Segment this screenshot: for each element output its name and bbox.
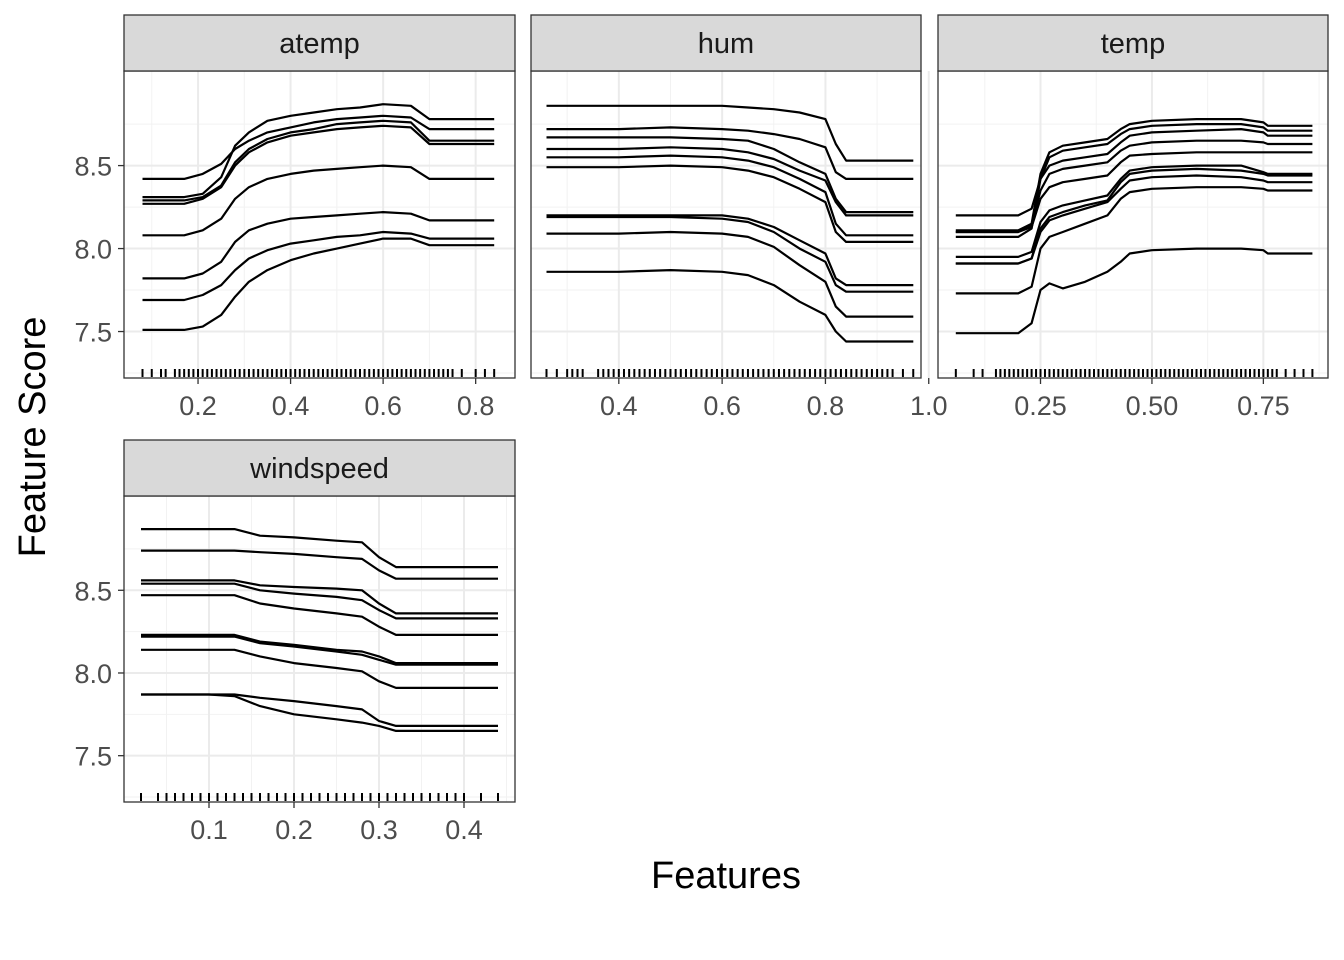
y-tick-label: 8.0 [74, 235, 112, 265]
ice-line-atemp-7 [142, 230, 495, 302]
x-tick-label: 0.50 [1126, 391, 1179, 421]
facet-strip [123, 439, 516, 497]
ice-line-windspeed-2 [141, 549, 498, 580]
facet-strip-label: temp [1101, 28, 1165, 60]
ice-line-temp-3 [955, 128, 1313, 217]
ice-line-windspeed-3 [141, 579, 498, 615]
facet-strip [937, 14, 1329, 72]
x-tick-label: 0.2 [275, 815, 313, 845]
facet-strip-label: atemp [279, 28, 360, 60]
facet-strip [530, 14, 922, 72]
x-tick-label: 0.4 [445, 815, 483, 845]
ice-line-windspeed-7 [141, 635, 498, 666]
y-tick-label: 7.5 [74, 742, 112, 772]
ice-line-hum-2 [546, 126, 914, 180]
ice-line-hum-5 [546, 154, 914, 237]
ice-line-hum-10 [546, 269, 914, 343]
ice-line-windspeed-10 [141, 693, 498, 732]
x-tick-label: 0.4 [600, 391, 638, 421]
ice-line-hum-9 [546, 230, 914, 318]
ice-line-hum-7 [546, 214, 914, 287]
facet-panel-hum: hum 0.4 0.6 0.8 1.0 [530, 14, 948, 421]
ice-line-windspeed-5 [141, 594, 498, 636]
ice-line-temp-4 [955, 139, 1313, 234]
x-tick-label: 0.2 [179, 391, 217, 421]
y-axis-title: Feature Score [12, 317, 54, 558]
x-tick-label: 1.0 [910, 391, 948, 421]
x-tick-label: 0.6 [364, 391, 402, 421]
ice-line-hum-6 [546, 164, 914, 243]
ice-line-temp-8 [955, 174, 1313, 265]
y-tick-label: 8.5 [74, 576, 112, 606]
ice-line-hum-4 [546, 146, 914, 217]
ice-line-atemp-1 [142, 103, 495, 199]
facet-panel-temp: temp 0.25 0.50 0.75 [937, 14, 1329, 421]
x-tick-label: 0.4 [272, 391, 310, 421]
facet-strip-label: windspeed [249, 453, 389, 485]
ice-line-windspeed-6 [141, 633, 498, 665]
ice-line-windspeed-1 [141, 528, 498, 569]
ice-line-atemp-6 [142, 211, 495, 280]
ice-line-hum-3 [546, 136, 914, 214]
ice-line-atemp-8 [142, 237, 495, 331]
facet-panel-windspeed: windspeed 0.1 0.2 0.3 0.4 7.5 8.0 8.5 [74, 439, 516, 845]
x-tick-label: 0.3 [360, 815, 398, 845]
ice-line-temp-6 [955, 164, 1313, 258]
ice-line-hum-1 [546, 104, 914, 162]
x-tick-label: 0.6 [703, 391, 741, 421]
facet-strip [123, 14, 516, 72]
ice-line-atemp-4 [142, 124, 495, 205]
facet-panel-atemp: atemp 0.2 0.4 0.6 0.8 7.5 8.0 8.5 [74, 14, 516, 421]
x-tick-label: 0.1 [190, 815, 228, 845]
x-tick-label: 0.8 [457, 391, 495, 421]
x-axis-title: Features [651, 855, 801, 897]
ice-line-windspeed-4 [141, 582, 498, 620]
panel-background [531, 71, 921, 378]
x-tick-label: 0.25 [1014, 391, 1067, 421]
ice-line-temp-5 [955, 151, 1313, 234]
y-tick-label: 7.5 [74, 318, 112, 348]
ice-line-temp-9 [955, 186, 1313, 295]
ice-line-windspeed-8 [141, 648, 498, 689]
x-tick-label: 0.8 [807, 391, 845, 421]
ice-line-atemp-3 [142, 119, 495, 202]
x-tick-label: 0.75 [1237, 391, 1290, 421]
y-tick-label: 8.5 [74, 152, 112, 182]
ice-line-hum-8 [546, 215, 914, 293]
ice-line-atemp-2 [142, 114, 495, 180]
facet-strip-label: hum [698, 28, 754, 60]
ice-line-atemp-5 [142, 164, 495, 237]
y-tick-label: 8.0 [74, 659, 112, 689]
ice-line-temp-10 [955, 247, 1313, 335]
